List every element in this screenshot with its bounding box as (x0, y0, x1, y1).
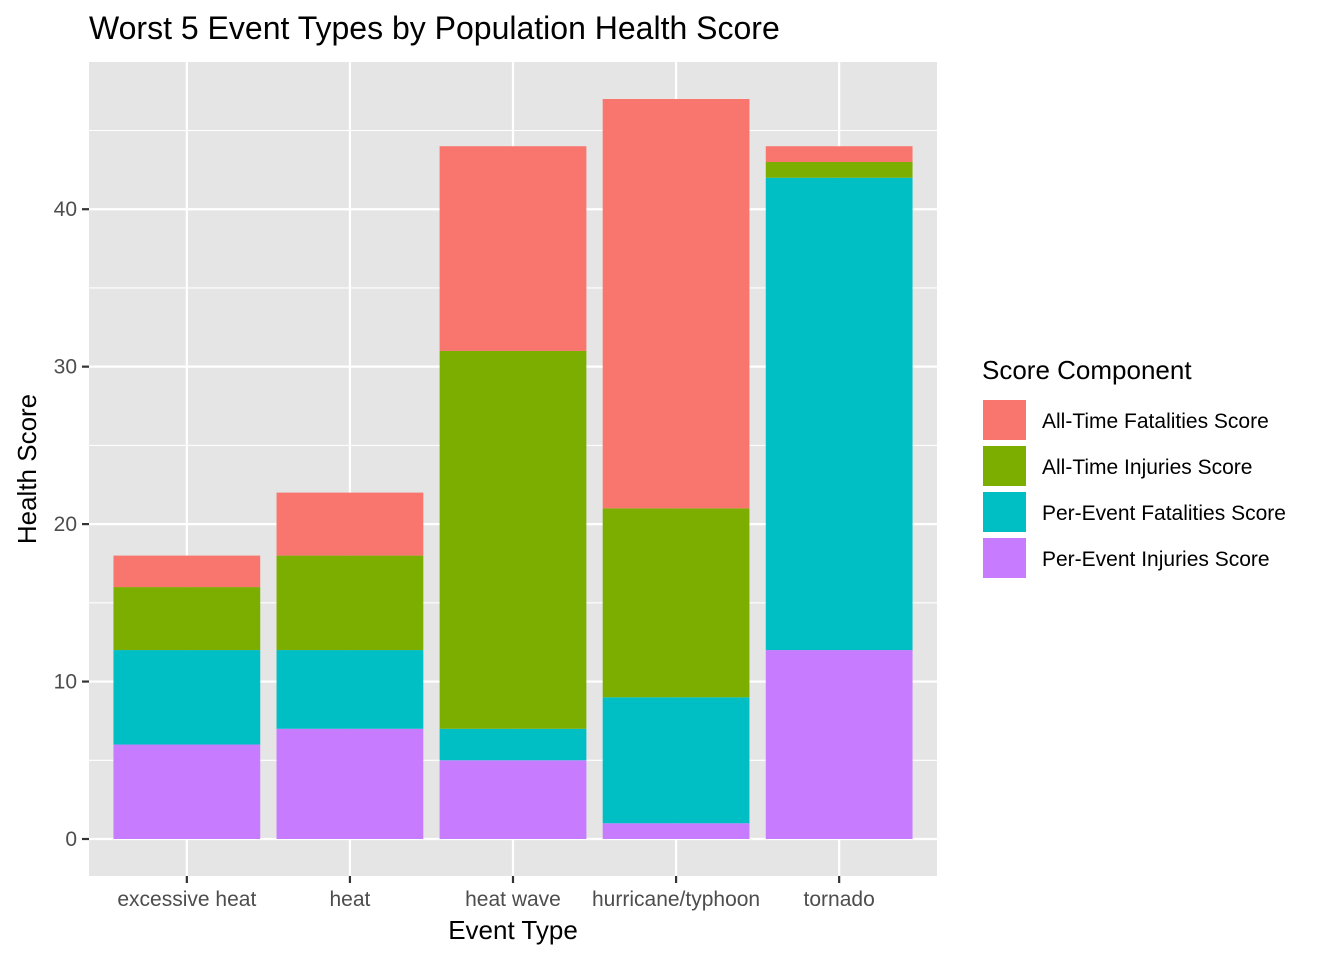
y-tick-label: 0 (65, 828, 77, 851)
bar-segment (439, 350, 587, 729)
bar-segment (602, 508, 750, 698)
bar-segment (113, 555, 261, 588)
legend-key (983, 492, 1026, 532)
x-tick-label: hurricane/typhoon (592, 888, 760, 911)
x-tick-label: excessive heat (117, 888, 256, 911)
bar-segment (276, 492, 424, 556)
legend: Score Component All-Time Fatalities Scor… (982, 355, 1286, 578)
bar-segment (276, 728, 424, 839)
legend-label: Per-Event Injuries Score (1042, 548, 1270, 571)
x-axis: excessive heat heat heat wave hurricane/typ… (117, 876, 875, 911)
y-axis: 0 10 20 30 40 (54, 198, 89, 851)
bar-segment (765, 650, 913, 839)
y-axis-title: Health Score (12, 394, 42, 544)
bar-segment (765, 161, 913, 178)
legend-key (983, 538, 1026, 578)
y-tick-label: 40 (54, 198, 77, 221)
legend-label: All-Time Fatalities Score (1042, 410, 1269, 433)
bar-segment (439, 760, 587, 839)
legend-key (983, 446, 1026, 486)
x-axis-title: Event Type (448, 915, 578, 945)
y-tick-label: 30 (54, 356, 77, 379)
bar-segment (113, 650, 261, 745)
bars (113, 99, 913, 839)
legend-title: Score Component (982, 355, 1192, 385)
bar-segment (602, 99, 750, 509)
bar-segment (602, 823, 750, 839)
bar-segment (765, 177, 913, 651)
bar-segment (276, 650, 424, 729)
bar-segment (276, 555, 424, 651)
x-tick-label: heat (329, 888, 370, 911)
bar-segment (602, 697, 750, 824)
x-tick-label: heat wave (465, 888, 561, 911)
bar-segment (113, 587, 261, 651)
chart-title: Worst 5 Event Types by Population Health… (89, 10, 780, 46)
legend-label: All-Time Injuries Score (1042, 456, 1252, 479)
bar-segment (439, 728, 587, 761)
bar-segment (113, 744, 261, 839)
y-tick-label: 20 (54, 513, 77, 536)
legend-key (983, 400, 1026, 440)
bar-segment (765, 146, 913, 162)
bar-segment (439, 146, 587, 351)
y-tick-label: 10 (54, 671, 77, 694)
legend-label: Per-Event Fatalities Score (1042, 502, 1286, 525)
x-tick-label: tornado (804, 888, 875, 911)
